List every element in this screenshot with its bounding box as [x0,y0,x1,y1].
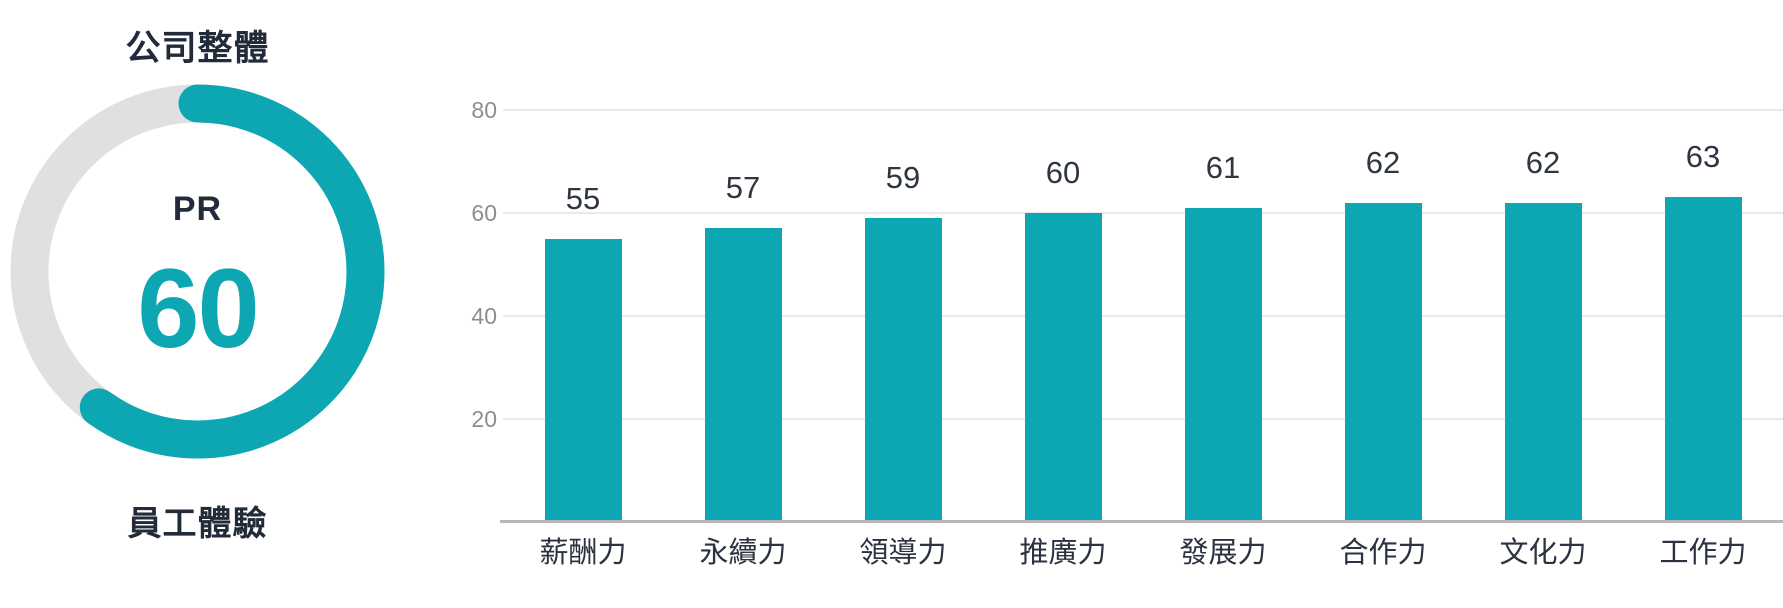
bar-value-label: 57 [725,170,761,206]
gauge-donut-svg [10,84,385,459]
bar-value-label: 60 [1045,154,1081,190]
bar-推廣力 [1024,212,1102,522]
bar-value-label: 61 [1205,149,1241,185]
y-axis-tick-label: 40 [471,302,497,329]
bar-value-label: 63 [1685,139,1721,175]
bar-薪酬力 [544,238,622,522]
x-axis-category-label: 合作力 [1339,537,1427,569]
bar-value-label: 55 [565,180,601,216]
gridline-y40 [503,314,1783,317]
bar-領導力 [864,218,942,522]
bar-發展力 [1184,207,1262,522]
bar-value-label: 59 [885,160,921,196]
x-axis-category-label: 發展力 [1179,537,1267,569]
gauge-value-arc [10,84,385,459]
x-axis-category-label: 推廣力 [1019,537,1107,569]
x-axis-category-label: 薪酬力 [539,537,627,569]
gauge-metric-label: PR [172,190,223,228]
bar-合作力 [1344,202,1422,522]
gridline-y20 [503,417,1783,420]
bar-value-label: 62 [1365,144,1401,180]
gridline-y60 [503,211,1783,214]
x-axis-category-label: 工作力 [1659,537,1747,569]
gauge-subtitle: 員工體驗 [127,505,268,543]
bar-永續力 [704,228,782,522]
gridline-y80 [503,109,1783,111]
y-axis-tick-label: 60 [471,199,497,226]
gauge-title: 公司整體 [125,29,270,68]
x-axis-line [500,520,1783,523]
y-axis-tick-label: 20 [471,405,497,432]
x-axis-category-label: 文化力 [1499,537,1587,569]
y-axis-tick-label: 80 [471,97,497,123]
company-overall-gauge-panel: 公司整體 PR 60 員工體驗 [0,0,400,608]
x-axis-category-label: 永續力 [699,537,787,569]
bar-工作力 [1664,197,1742,522]
bar-value-label: 62 [1525,144,1561,180]
gauge-donut: PR 60 [10,84,385,459]
gauge-value: 60 [137,246,260,371]
x-axis-category-label: 領導力 [859,537,947,569]
bar-文化力 [1504,202,1582,522]
